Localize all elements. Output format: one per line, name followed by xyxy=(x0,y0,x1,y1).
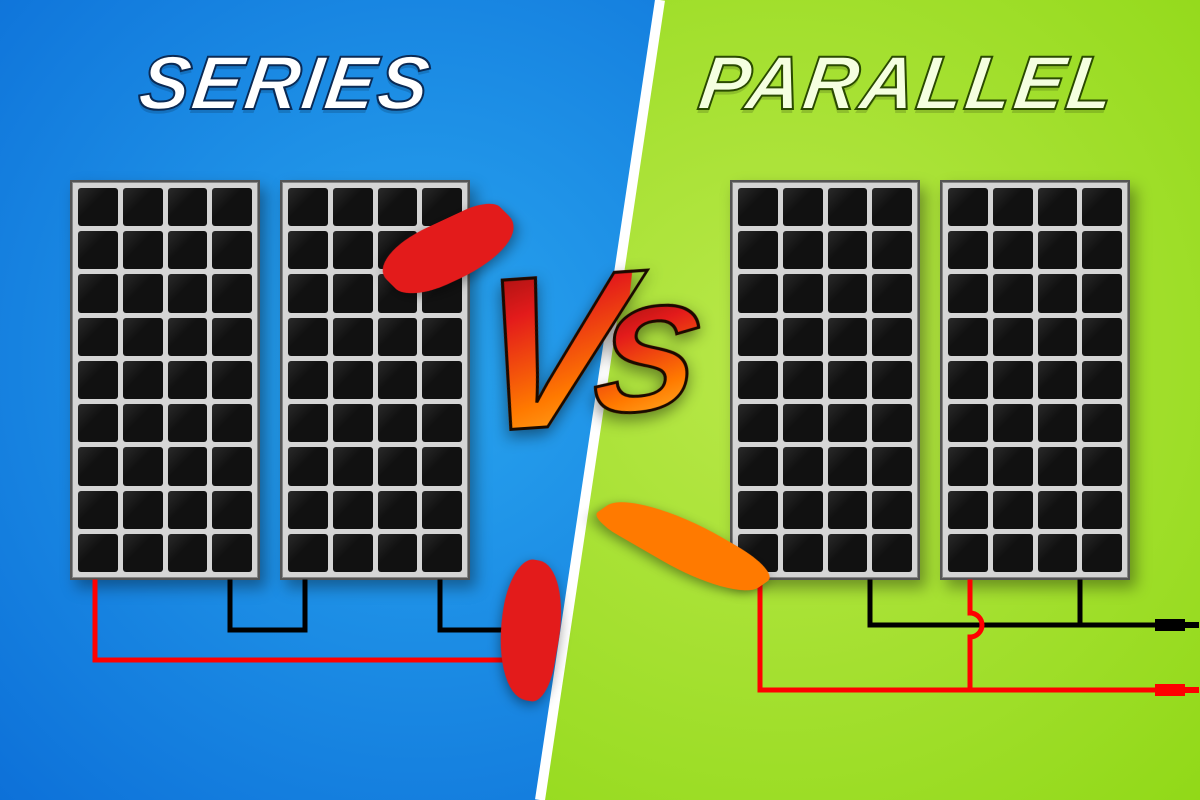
solar-panel xyxy=(280,180,470,580)
parallel-title: PARALLEL xyxy=(694,40,1122,127)
series-title: SERIES xyxy=(134,40,437,127)
solar-panel xyxy=(940,180,1130,580)
solar-panel xyxy=(730,180,920,580)
solar-panel xyxy=(70,180,260,580)
